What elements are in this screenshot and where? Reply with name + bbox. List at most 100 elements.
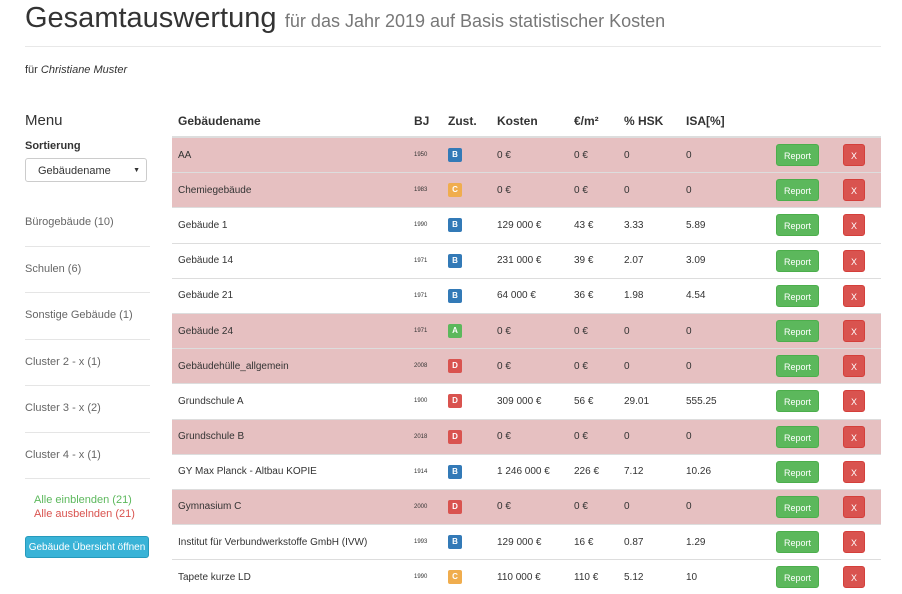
delete-button[interactable]: X <box>843 531 865 554</box>
delete-button[interactable]: X <box>843 390 865 413</box>
cell-name: Grundschule B <box>172 418 408 455</box>
building-overview-button[interactable]: Gebäude Übersicht öffnen <box>25 536 149 558</box>
table-row: GY Max Planck - Altbau KOPIE 1914 B 1 246 0… <box>172 453 881 490</box>
cell-delete: X <box>837 524 881 560</box>
sidebar-item-schulen[interactable]: Schulen (6) <box>25 247 150 293</box>
column-header-hsk[interactable]: % HSK <box>618 106 680 138</box>
cell-eur-m2: 36 € <box>568 277 618 314</box>
report-button[interactable]: Report <box>776 566 819 589</box>
delete-button[interactable]: X <box>843 460 865 483</box>
cell-hsk: 1.98 <box>618 277 680 314</box>
cell-eur-m2: 16 € <box>568 524 618 560</box>
sort-select[interactable]: Gebäudename ▼ <box>25 158 147 182</box>
column-header-zust[interactable]: Zust. <box>442 106 491 138</box>
cell-kosten: 129 000 € <box>491 207 568 244</box>
table-row: Grundschule A 1900 D 309 000 €56 €29.01 555.… <box>172 383 881 419</box>
cell-zust: D <box>442 418 491 455</box>
delete-button[interactable]: X <box>843 214 865 237</box>
cell-eur-m2: 39 € <box>568 242 618 279</box>
delete-button[interactable]: X <box>843 144 865 167</box>
sidebar-item-cluster-4[interactable]: Cluster 4 - x (1) <box>25 433 150 479</box>
show-all-link[interactable]: Alle einblenden (21) <box>34 494 132 506</box>
cell-zust: C <box>442 172 491 208</box>
cell-eur-m2: 0 € <box>568 418 618 455</box>
condition-badge: B <box>448 148 462 163</box>
cell-report: Report <box>770 453 837 490</box>
delete-button[interactable]: X <box>843 355 865 378</box>
report-button[interactable]: Report <box>776 144 819 167</box>
cell-hsk: 0 <box>618 348 680 384</box>
report-button[interactable]: Report <box>776 284 819 307</box>
cell-name: Gebäude 21 <box>172 277 408 314</box>
cell-name: Gebäude 14 <box>172 242 408 279</box>
cell-zust: D <box>442 488 491 525</box>
cell-bj: 1990 <box>408 207 442 244</box>
table-row: Tapete kurze LD 1990 C 110 000 €110 €5.12 10… <box>172 559 881 594</box>
column-header-isa[interactable]: ISA[%] <box>680 106 770 138</box>
sidebar-item-buerogebaeude[interactable]: Bürogebäude (10) <box>25 200 150 247</box>
sidebar-item-cluster-2[interactable]: Cluster 2 - x (1) <box>25 340 150 386</box>
delete-button[interactable]: X <box>843 179 865 202</box>
report-button[interactable]: Report <box>776 214 819 237</box>
delete-button[interactable]: X <box>843 425 865 448</box>
cell-report: Report <box>770 559 837 594</box>
sidebar: Menu Sortierung Gebäudename ▼ Bürogebäud… <box>25 108 150 558</box>
cell-zust: B <box>442 277 491 314</box>
owner-prefix: für <box>25 64 38 76</box>
delete-button[interactable]: X <box>843 495 865 518</box>
cell-report: Report <box>770 242 837 279</box>
report-button[interactable]: Report <box>776 531 819 554</box>
column-header-eur-m2[interactable]: €/m² <box>568 106 618 138</box>
delete-button[interactable]: X <box>843 284 865 307</box>
column-header-name[interactable]: Gebäudename <box>172 106 408 138</box>
report-button[interactable]: Report <box>776 390 819 413</box>
cell-zust: D <box>442 383 491 419</box>
cell-delete: X <box>837 453 881 490</box>
menu-title: Menu <box>25 112 63 129</box>
hide-all-link[interactable]: Alle ausbelnden (21) <box>34 508 135 520</box>
cell-hsk: 0 <box>618 136 680 173</box>
cell-isa: 0 <box>680 418 770 455</box>
cell-isa: 0 <box>680 312 770 349</box>
report-button[interactable]: Report <box>776 249 819 272</box>
condition-badge: B <box>448 288 462 303</box>
table-row: AA 1950 B 0 €0 €0 0 Report X <box>172 136 881 173</box>
condition-badge: D <box>448 359 462 374</box>
report-button[interactable]: Report <box>776 179 819 202</box>
table-body: AA 1950 B 0 €0 €0 0 Report X Chemiegebäude 1983 C… <box>172 136 881 594</box>
report-button[interactable]: Report <box>776 460 819 483</box>
condition-badge: B <box>448 253 462 268</box>
table-row: Gebäude 14 1971 B 231 000 €39 €2.07 3.09 Repo… <box>172 242 881 279</box>
sidebar-item-sonstige-gebaeude[interactable]: Sonstige Gebäude (1) <box>25 293 150 340</box>
column-header-bj[interactable]: BJ <box>408 106 442 138</box>
cell-kosten: 0 € <box>491 488 568 525</box>
cell-bj: 1950 <box>408 136 442 173</box>
cell-name: Chemiegebäude <box>172 172 408 208</box>
delete-button[interactable]: X <box>843 566 865 589</box>
report-button[interactable]: Report <box>776 320 819 343</box>
cell-isa: 4.54 <box>680 277 770 314</box>
cell-delete: X <box>837 348 881 384</box>
cell-kosten: 0 € <box>491 172 568 208</box>
cell-hsk: 0.87 <box>618 524 680 560</box>
cell-eur-m2: 110 € <box>568 559 618 594</box>
table-row: Grundschule B 2018 D 0 €0 €0 0 Report X <box>172 418 881 455</box>
sidebar-item-cluster-3[interactable]: Cluster 3 - x (2) <box>25 386 150 433</box>
sort-label: Sortierung <box>25 140 81 152</box>
cell-delete: X <box>837 277 881 314</box>
cell-report: Report <box>770 488 837 525</box>
cell-kosten: 129 000 € <box>491 524 568 560</box>
cell-eur-m2: 0 € <box>568 488 618 525</box>
report-button[interactable]: Report <box>776 495 819 518</box>
delete-button[interactable]: X <box>843 320 865 343</box>
delete-button[interactable]: X <box>843 249 865 272</box>
cell-bj: 1971 <box>408 242 442 279</box>
report-button[interactable]: Report <box>776 355 819 378</box>
cell-delete: X <box>837 559 881 594</box>
report-button[interactable]: Report <box>776 425 819 448</box>
table-header-row: Gebäudename BJ Zust. Kosten €/m² % HSK I… <box>172 106 881 138</box>
cell-name: Gebäudehülle_allgemein <box>172 348 408 384</box>
cell-report: Report <box>770 348 837 384</box>
column-header-kosten[interactable]: Kosten <box>491 106 568 138</box>
cell-isa: 3.09 <box>680 242 770 279</box>
